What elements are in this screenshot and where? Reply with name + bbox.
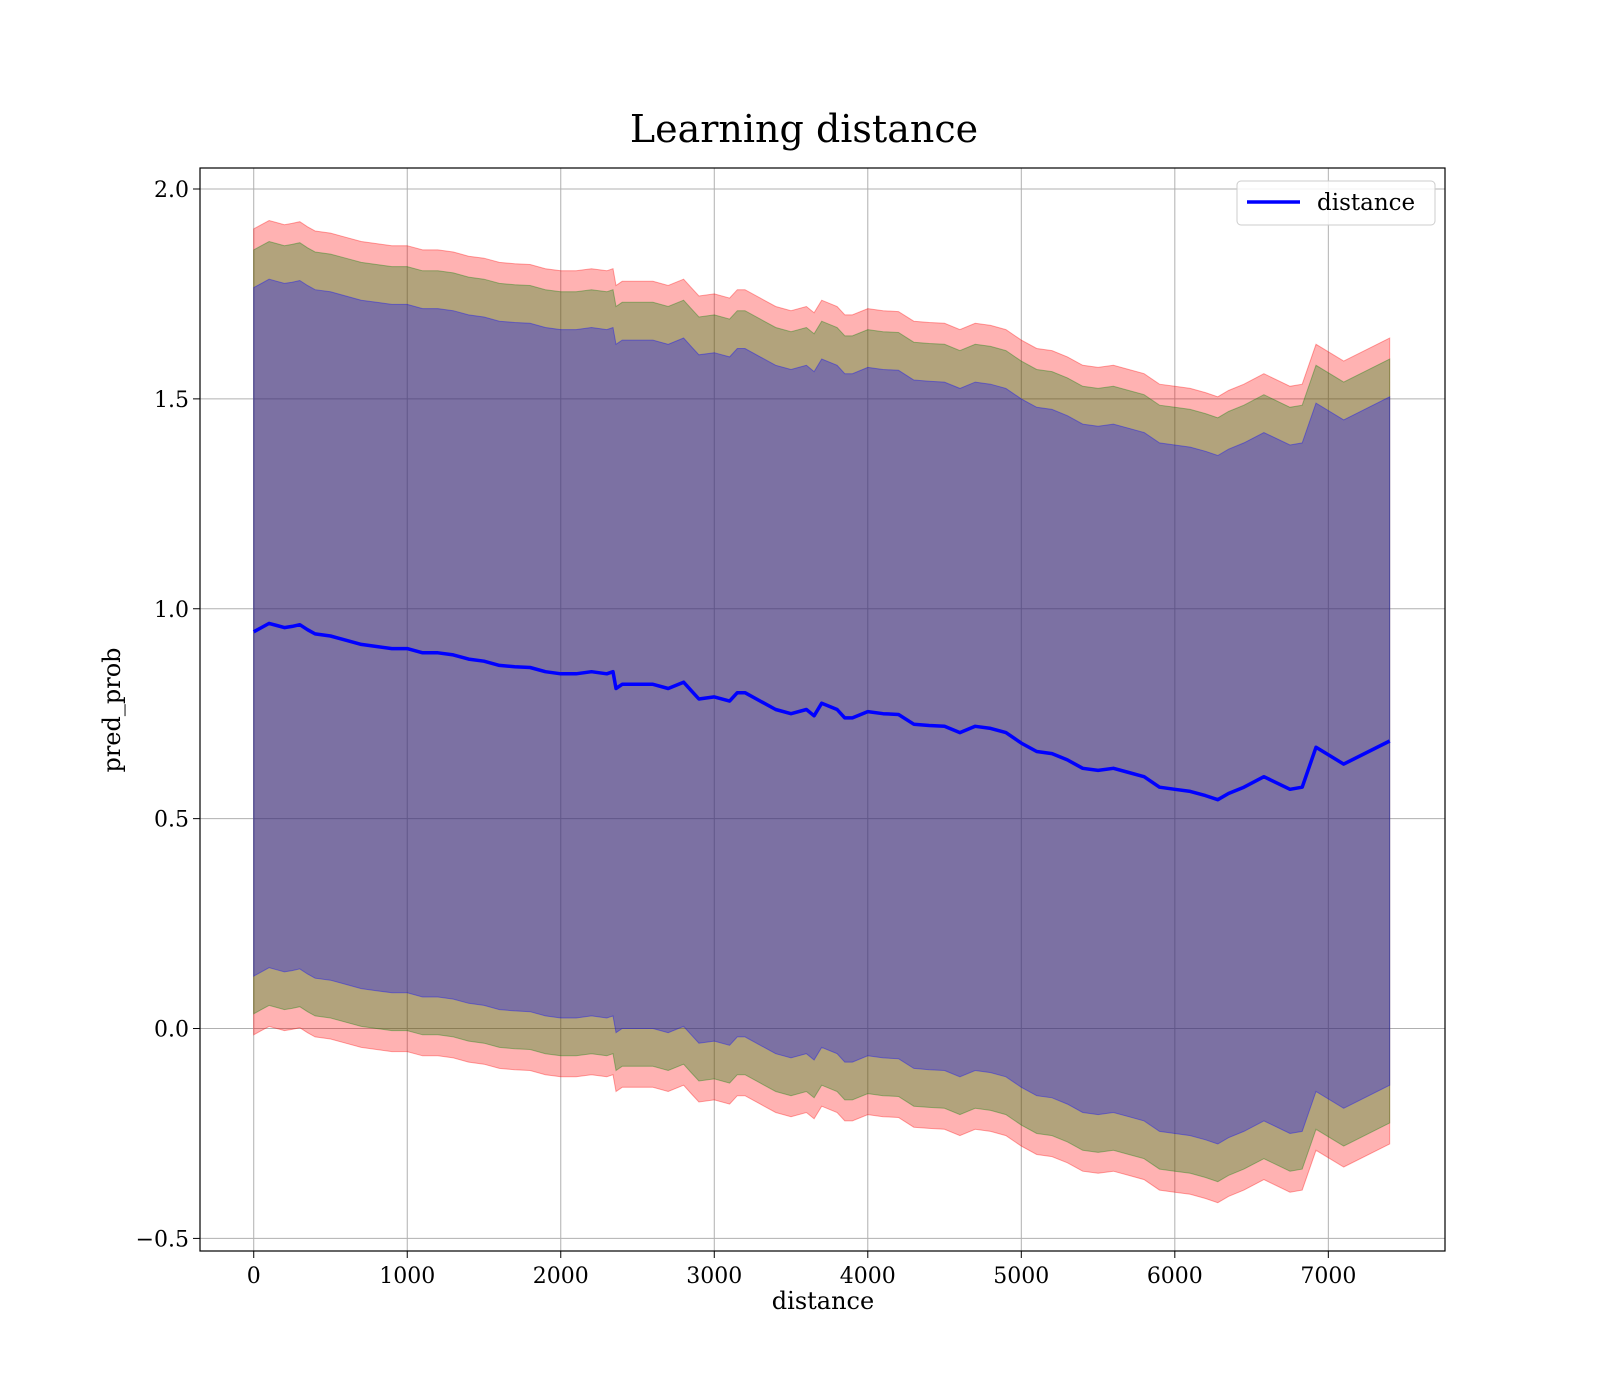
x-tick-label: 5000	[993, 1264, 1049, 1289]
x-axis-label: distance	[772, 1287, 874, 1315]
x-tick-label: 2000	[533, 1264, 589, 1289]
x-tick-label: 4000	[840, 1264, 896, 1289]
line-layer	[252, 621, 1391, 802]
confidence-band-3	[253, 278, 1391, 1145]
y-tick-label: 0.0	[154, 1018, 189, 1043]
confidence-band-1	[253, 219, 1391, 1204]
chart-title: Learning distance	[630, 107, 978, 151]
band-layer	[253, 219, 1391, 1204]
series-line-distance	[252, 621, 1391, 802]
y-tick-label: 1.0	[154, 598, 189, 623]
x-tick-label: 1000	[379, 1264, 435, 1289]
x-tick-label: 0	[247, 1264, 261, 1289]
y-axis-label: pred_prob	[98, 647, 126, 772]
legend-box	[1236, 180, 1436, 226]
legend: distance	[1236, 180, 1436, 226]
y-tick-label: 0.5	[154, 808, 189, 833]
plot-frame	[199, 167, 1446, 1252]
confidence-band-2	[253, 240, 1391, 1183]
legend-label-distance: distance	[1317, 190, 1415, 216]
y-tick-label: −0.5	[136, 1227, 189, 1252]
x-tick-label: 3000	[686, 1264, 742, 1289]
x-tick-label: 7000	[1300, 1264, 1356, 1289]
tick-layer: 0 1000 2000 3000 4000 5000 6000 7000 −0.5 0.0 0.5 1…	[136, 178, 1357, 1289]
y-tick-label: 1.5	[154, 388, 189, 413]
x-tick-label: 6000	[1147, 1264, 1203, 1289]
y-tick-label: 2.0	[154, 178, 189, 203]
